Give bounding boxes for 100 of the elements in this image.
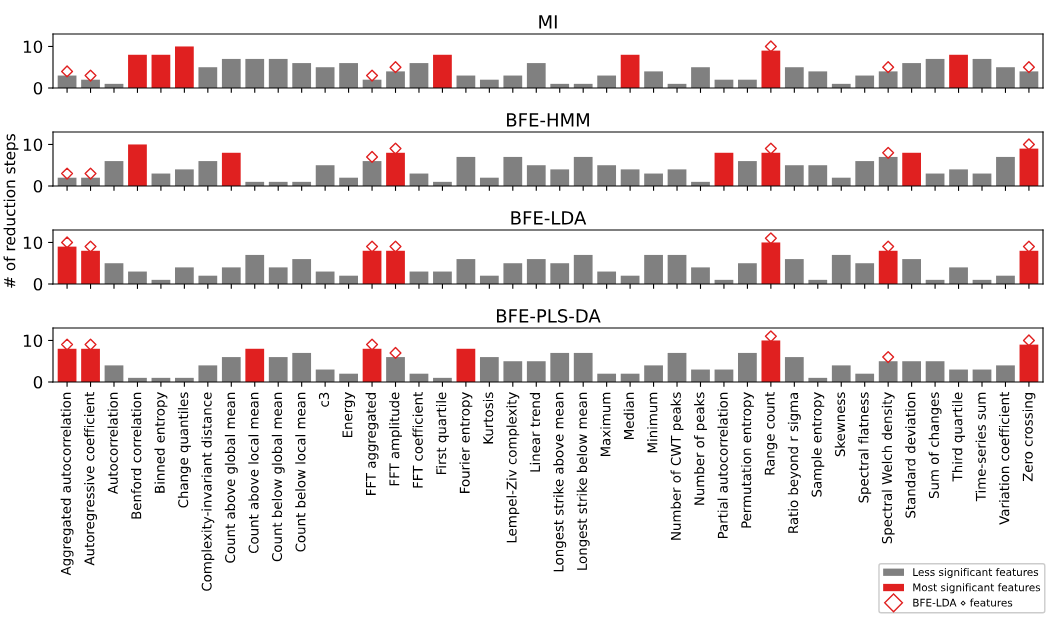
chart-title: BFE-HMM [507, 113, 589, 127]
bar [128, 144, 147, 186]
bar [902, 152, 922, 186]
x-tick-label: Change quantiles [177, 392, 191, 508]
bar [456, 259, 476, 284]
bar [292, 63, 312, 88]
y-tick-label: 0 [33, 375, 43, 389]
bar [292, 259, 312, 284]
bar [433, 54, 452, 88]
bar [268, 58, 288, 88]
bar [198, 161, 218, 186]
bar [104, 263, 124, 284]
x-tick-label: Benford correlation [131, 392, 142, 519]
bar [198, 67, 218, 88]
x-tick-label: Autocorrelation [107, 392, 118, 495]
bar [174, 46, 194, 88]
x-tick-label: Ratio beyond r sigma [787, 392, 801, 533]
bar [550, 263, 570, 284]
bar [503, 361, 523, 382]
x-tick-label: Energy [342, 392, 356, 438]
bar [221, 152, 241, 186]
bar [949, 267, 968, 284]
x-tick-label: FFT aggregated [365, 392, 379, 495]
bar [292, 352, 312, 382]
bar [644, 71, 663, 88]
bar [878, 71, 898, 88]
bar [949, 169, 968, 186]
x-tick-label: FFT amplitude [389, 392, 402, 486]
bar [996, 156, 1015, 186]
x-tick-label: Spectral Welch density [881, 392, 895, 544]
bar [667, 169, 687, 186]
chart-title: BFE-PLS-DA [496, 309, 601, 323]
bar [738, 352, 757, 382]
x-tick-label: First quartile [435, 392, 449, 475]
bar [784, 259, 804, 284]
x-tick-label: Skewness [834, 392, 846, 457]
bar [268, 357, 288, 382]
bar [221, 267, 241, 284]
bar [784, 67, 804, 88]
x-tick-label: Time-series sum [975, 392, 986, 502]
bar [808, 165, 828, 186]
bar [221, 58, 241, 88]
x-tick-label: Minimum [647, 392, 658, 453]
bar [550, 352, 570, 382]
bar [456, 348, 476, 382]
y-tick-label: 10 [23, 236, 43, 250]
bar [526, 259, 546, 284]
x-tick-label: Longest strike below mean [576, 392, 590, 570]
bar [784, 165, 804, 186]
bar [620, 54, 640, 88]
bar [198, 365, 218, 382]
bar [503, 263, 523, 284]
bar [691, 267, 710, 284]
y-axis-title: # of reduction steps [3, 134, 19, 288]
x-tick-label: Aggregated autocorrelation [60, 392, 74, 576]
bar [644, 365, 663, 382]
bar [104, 365, 124, 382]
x-tick-label: Count below global mean [271, 392, 285, 562]
x-tick-label: c3 [318, 392, 329, 407]
bar [151, 54, 171, 88]
x-tick-label: Zero crossing [1022, 392, 1036, 482]
y-tick-label: 0 [33, 277, 43, 291]
bar [925, 58, 945, 88]
x-tick-label: Lempel-Ziv complexity [506, 392, 520, 543]
bar [268, 267, 288, 284]
x-tick-label: FFT coefficient [412, 392, 423, 488]
bar [691, 67, 710, 88]
y-tick-label: 0 [33, 81, 43, 95]
legend-label: Less significant features [913, 567, 1039, 579]
bar [996, 365, 1015, 382]
y-tick-label: 0 [33, 179, 43, 193]
bar [128, 54, 147, 88]
x-tick-label: Longest strike above mean [553, 392, 567, 572]
x-tick-label: Count below local mean [295, 392, 306, 552]
bar [784, 357, 804, 382]
legend-label: Most significant features [913, 583, 1041, 594]
bar [667, 352, 687, 382]
chart-title: BFE-LDA [511, 211, 587, 225]
bar [831, 254, 851, 284]
bar [526, 63, 546, 88]
bar [315, 165, 335, 186]
x-tick-label: Number of CWT peaks [670, 392, 684, 540]
x-tick-label: Standard deviation [905, 392, 916, 518]
y-tick-label: 10 [23, 40, 43, 54]
bar [104, 161, 124, 186]
bar [174, 267, 194, 284]
bar [831, 365, 851, 382]
bar [667, 254, 687, 284]
bar [174, 169, 194, 186]
x-tick-label: Permutation entropy [740, 392, 754, 528]
bar [386, 71, 405, 88]
bar [339, 63, 358, 88]
x-tick-label: Count above global mean [224, 392, 238, 563]
bar [714, 152, 734, 186]
bar [972, 58, 992, 88]
y-tick-label: 10 [23, 334, 43, 348]
bar [245, 254, 265, 284]
x-tick-label: Count above local mean [248, 392, 259, 554]
bar [479, 357, 499, 382]
x-tick-label: Median [623, 392, 634, 439]
